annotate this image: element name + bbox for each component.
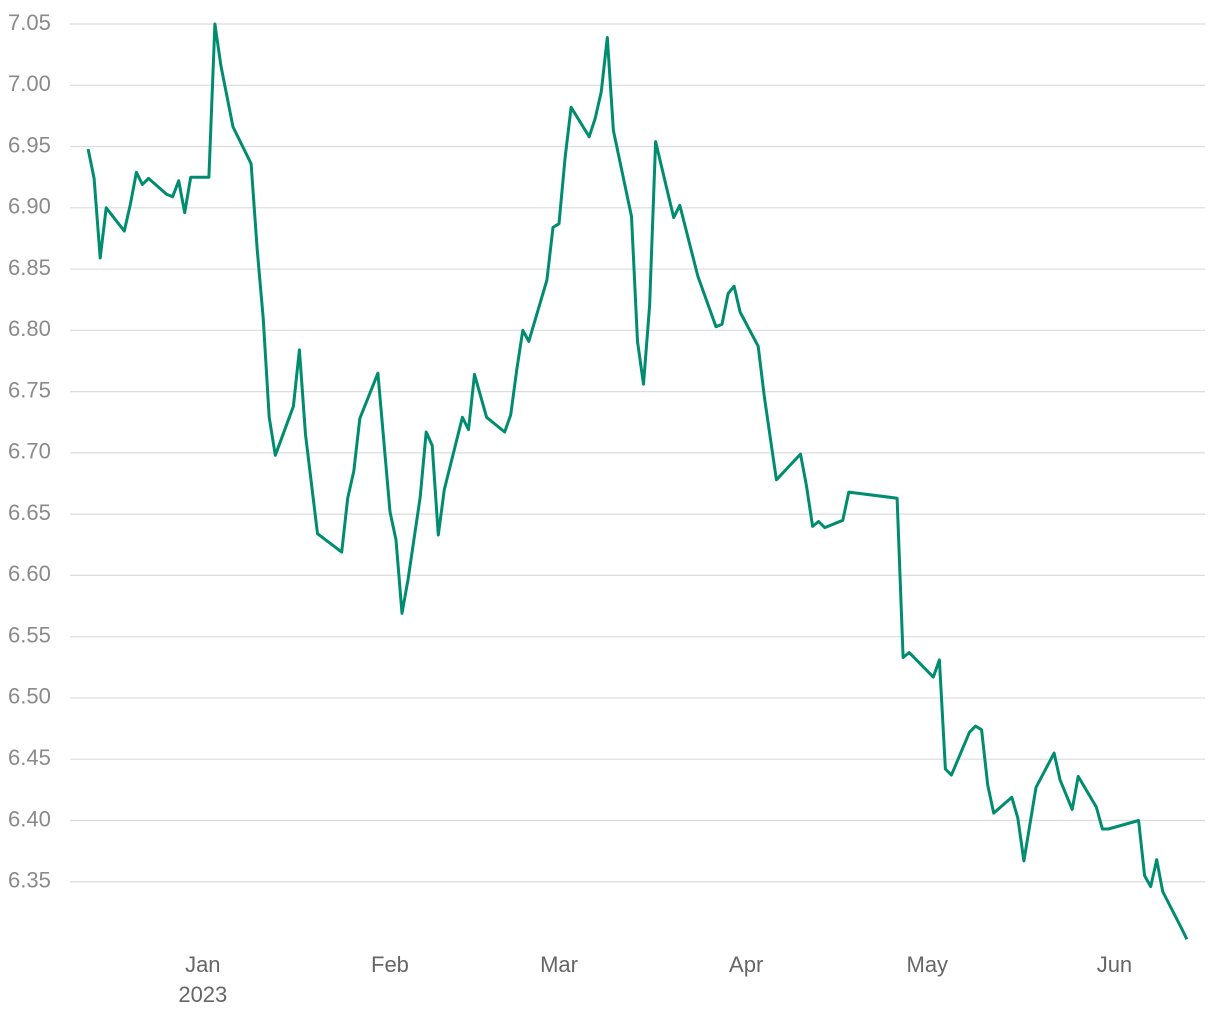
x-tick-label: Jun [1097,952,1132,977]
y-tick-label: 6.45 [8,745,51,770]
y-tick-label: 6.40 [8,806,51,831]
y-tick-label: 6.65 [8,500,51,525]
x-tick-label: Feb [371,952,409,977]
x-tick-label: May [907,952,949,977]
y-tick-label: 6.85 [8,255,51,280]
y-tick-label: 6.90 [8,194,51,219]
y-tick-label: 6.80 [8,316,51,341]
x-tick-label: Mar [540,952,578,977]
price-line [86,22,1189,940]
x-year-label: 2023 [178,982,227,1007]
y-tick-label: 7.00 [8,71,51,96]
y-tick-label: 6.50 [8,684,51,709]
y-tick-label: 6.95 [8,132,51,157]
x-tick-label: Jan [185,952,220,977]
y-tick-label: 7.05 [8,10,51,35]
y-tick-label: 6.60 [8,561,51,586]
y-tick-label: 6.35 [8,868,51,893]
x-tick-label: Apr [729,952,763,977]
y-tick-label: 6.75 [8,377,51,402]
y-tick-label: 6.70 [8,439,51,464]
y-tick-label: 6.55 [8,622,51,647]
